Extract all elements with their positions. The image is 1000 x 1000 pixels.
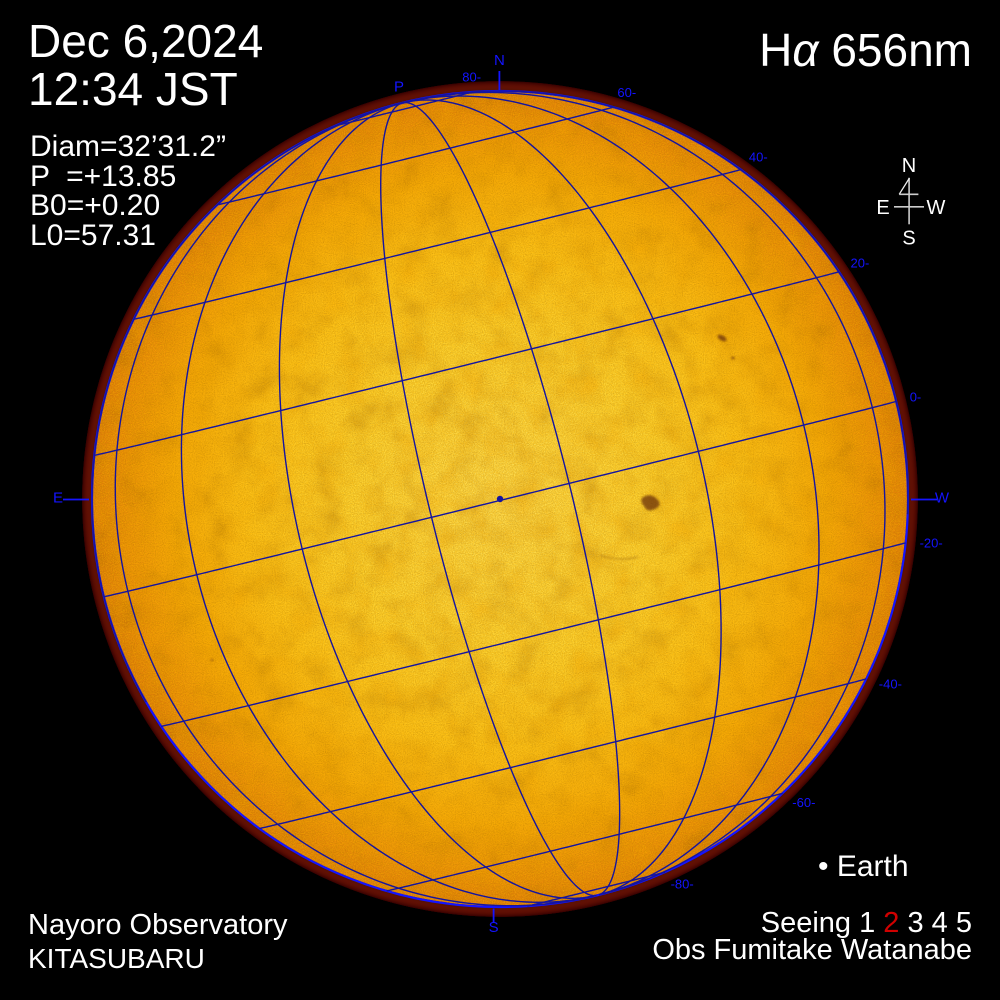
svg-text:N: N <box>902 155 916 177</box>
svg-text:W: W <box>935 489 950 506</box>
svg-text:S: S <box>902 228 915 250</box>
svg-text:-40-: -40- <box>879 677 902 692</box>
svg-text:P: P <box>394 79 404 96</box>
svg-text:60-: 60- <box>617 85 636 100</box>
svg-text:W: W <box>927 197 946 219</box>
svg-text:20-: 20- <box>851 255 870 270</box>
svg-text:0-: 0- <box>910 390 922 405</box>
svg-text:E: E <box>53 489 63 506</box>
svg-text:80-: 80- <box>462 70 481 85</box>
svg-text:E: E <box>876 197 889 219</box>
svg-text:-80-: -80- <box>671 877 694 892</box>
svg-text:N: N <box>494 52 505 69</box>
svg-text:-20-: -20- <box>920 536 943 551</box>
svg-text:40-: 40- <box>749 150 768 165</box>
svg-text:-60-: -60- <box>792 795 815 810</box>
